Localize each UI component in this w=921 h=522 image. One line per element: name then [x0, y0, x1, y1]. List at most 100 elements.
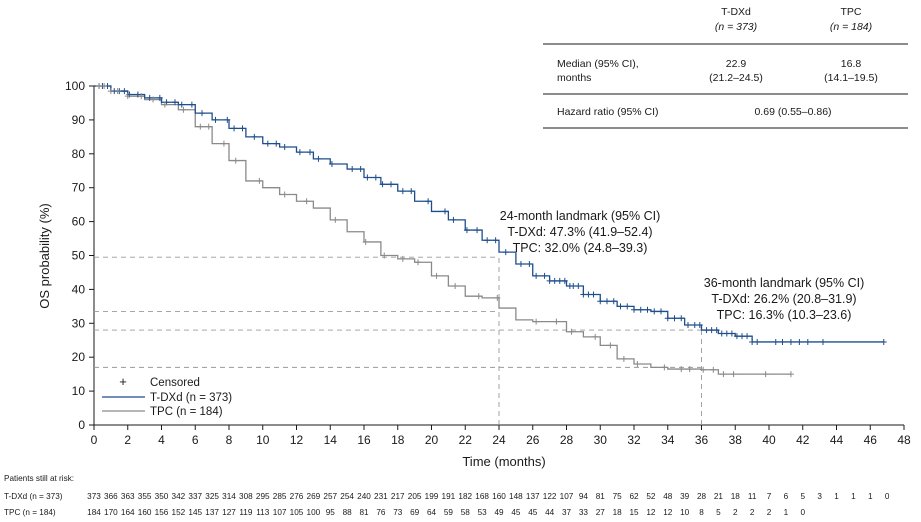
at-risk-tpc-value: 2: [750, 508, 755, 517]
tdxd-censor-mark: [664, 315, 671, 322]
tdxd-censor-mark: [474, 227, 481, 234]
tdxd-censor-mark: [772, 338, 779, 345]
at-risk-tdxd-value: 373: [87, 492, 101, 501]
tpc-curve: [94, 85, 791, 375]
tpc-censor-mark: [256, 177, 263, 184]
at-risk-tpc-value: 12: [646, 508, 656, 517]
tdxd-censor-mark: [328, 160, 335, 167]
at-risk-tdxd-value: 18: [731, 492, 741, 501]
tpc-censor-mark: [197, 123, 204, 130]
tdxd-censor-mark: [739, 333, 745, 340]
tdxd-censor-mark: [733, 333, 740, 340]
at-risk-tpc-value: 105: [290, 508, 304, 517]
at-risk-tdxd-value: 337: [188, 492, 202, 501]
tpc-censor-mark: [96, 83, 103, 89]
x-tick-label: 4: [158, 433, 165, 447]
at-risk-tpc-value: 49: [494, 508, 504, 517]
tpc-censor-mark: [700, 366, 707, 373]
tdxd-censor-mark: [399, 188, 406, 195]
tdxd-censor-mark: [533, 272, 540, 279]
tdxd-censor-mark: [575, 283, 582, 290]
tdxd-censor-mark: [796, 338, 803, 345]
tpc-censor-mark: [452, 283, 459, 290]
y-tick-label: 80: [72, 147, 86, 161]
tdxd-censor-mark: [224, 116, 231, 123]
tdxd-censor-mark: [718, 330, 725, 337]
at-risk-tdxd-value: 39: [680, 492, 690, 501]
tdxd-censor-mark: [703, 327, 710, 334]
at-risk-tdxd-value: 199: [425, 492, 439, 501]
tdxd-censor-mark: [671, 315, 678, 322]
lm24-tdxd: T-DXd: 47.3% (41.9–52.4): [507, 225, 652, 239]
at-risk-tdxd-value: 0: [885, 492, 890, 501]
at-risk-tdxd-value: 81: [596, 492, 606, 501]
at-risk-tdxd-value: 355: [138, 492, 152, 501]
tpc-censor-mark: [124, 93, 131, 100]
at-risk-tpc-value: 160: [138, 508, 152, 517]
at-risk-table: Patients still at risk: T-DXd (n = 373) …: [4, 474, 890, 517]
tdxd-censor-mark: [691, 321, 698, 328]
table-row1-tpc1: 16.8: [841, 58, 862, 70]
table-row1-tdxd2: (21.2–24.5): [709, 72, 763, 84]
tdxd-censor-mark: [561, 277, 568, 284]
summary-table: T-DXd (n = 373) TPC (n = 184) Median (95…: [543, 6, 908, 129]
y-tick-label: 10: [72, 384, 86, 398]
at-risk-tpc-value: 5: [716, 508, 721, 517]
tdxd-censor-mark: [372, 174, 379, 181]
x-tick-label: 28: [560, 433, 574, 447]
tdxd-censor-mark: [754, 338, 761, 345]
x-tick-label: 6: [192, 433, 199, 447]
x-tick-label: 20: [425, 433, 439, 447]
at-risk-tpc-value: 73: [393, 508, 403, 517]
at-risk-tdxd-value: 363: [121, 492, 135, 501]
at-risk-tdxd-value: 231: [374, 492, 388, 501]
tdxd-censor-mark: [526, 260, 533, 267]
tpc-censor-mark: [592, 333, 599, 340]
at-risk-tdxd-value: 285: [273, 492, 287, 501]
tdxd-censor-mark: [281, 144, 288, 151]
at-risk-tpc-value: 59: [444, 508, 454, 517]
at-risk-tdxd-value: 48: [663, 492, 673, 501]
legend-tpc-label: TPC (n = 184): [150, 406, 223, 418]
y-tick-label: 40: [72, 282, 86, 296]
tdxd-censor-mark: [744, 333, 751, 340]
tpc-censor-mark: [101, 83, 108, 89]
at-risk-tpc-value: 18: [613, 508, 623, 517]
at-risk-tdxd-value: 254: [340, 492, 354, 501]
tdxd-censor-mark: [502, 249, 509, 256]
at-risk-tpc-value: 1: [784, 508, 789, 517]
at-risk-tdxd-value: 350: [155, 492, 169, 501]
tdxd-censor-mark: [517, 260, 524, 267]
at-risk-tdxd-value: 1: [851, 492, 856, 501]
at-risk-tpc-value: 27: [596, 508, 606, 517]
tdxd-censor-mark: [541, 272, 548, 279]
at-risk-tdxd-value: 160: [492, 492, 506, 501]
tdxd-censor-mark: [580, 291, 587, 298]
table-row1-tpc2: (14.1–19.5): [824, 72, 878, 84]
y-tick-label: 70: [72, 181, 86, 195]
tdxd-censor-mark: [388, 181, 394, 188]
legend-censored-label: Censored: [150, 377, 200, 389]
tdxd-censor-mark: [357, 166, 364, 173]
tpc-censor-mark: [114, 88, 121, 95]
at-risk-tdxd-label: T-DXd (n = 373): [4, 492, 63, 501]
lm24-title: 24-month landmark (95% CI): [500, 209, 660, 223]
at-risk-tdxd-value: 21: [714, 492, 724, 501]
tpc-censor-mark: [161, 101, 168, 108]
at-risk-tpc-value: 184: [87, 508, 101, 517]
at-risk-tdxd-value: 94: [579, 492, 589, 501]
tdxd-censor-mark: [624, 303, 631, 310]
x-tick-label: 46: [864, 433, 878, 447]
tpc-censor-mark: [475, 293, 482, 300]
at-risk-tdxd-value: 168: [475, 492, 489, 501]
at-risk-tdxd-value: 342: [172, 492, 186, 501]
at-risk-tpc-value: 33: [579, 508, 589, 517]
tdxd-censor-mark: [492, 237, 499, 244]
tpc-censor-mark: [180, 106, 187, 113]
tdxd-censor-mark: [264, 140, 271, 147]
at-risk-tpc-value: 69: [410, 508, 420, 517]
legend: + Censored T-DXd (n = 373) TPC (n = 184): [102, 374, 232, 418]
tdxd-censor-mark: [239, 125, 246, 132]
table-col1-head2: (n = 373): [715, 21, 757, 33]
at-risk-tdxd-value: 205: [408, 492, 422, 501]
